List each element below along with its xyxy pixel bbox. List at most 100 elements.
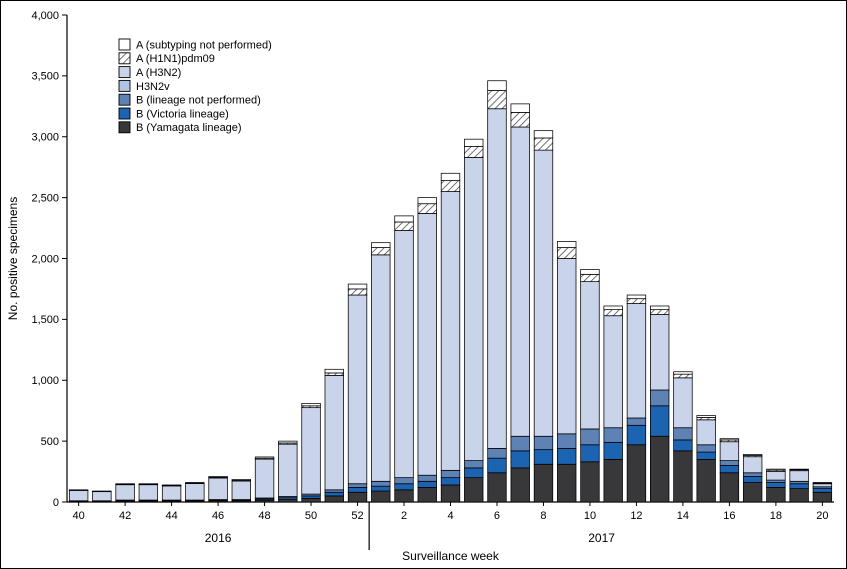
legend-swatch — [118, 121, 131, 134]
x-tick-label: 4 — [447, 510, 453, 522]
legend-item: B (Victoria lineage) — [118, 107, 229, 120]
bar-segment — [603, 315, 623, 429]
legend-label: B (lineage not performed) — [136, 95, 261, 107]
bar-segment — [812, 482, 833, 484]
bar-segment — [557, 241, 577, 248]
bar-segment — [417, 480, 437, 488]
legend-swatch — [118, 93, 131, 106]
bar-segment — [650, 389, 670, 407]
bar-segment — [626, 444, 647, 503]
y-tick-label: 1,000 — [31, 375, 59, 387]
bar-segment — [371, 254, 391, 482]
bar-segment — [603, 427, 623, 443]
bar-segment — [510, 103, 530, 113]
bar-segment — [185, 483, 205, 501]
bar-segment — [673, 439, 693, 452]
bar-segment — [557, 258, 577, 435]
bar-segment — [185, 482, 205, 484]
bar-segment — [440, 172, 461, 181]
x-axis-title: Surveillance week — [402, 549, 500, 563]
bar-segment — [464, 146, 484, 158]
bar-segment — [510, 112, 530, 128]
bar-segment — [394, 483, 414, 491]
x-tick-label: 42 — [119, 510, 131, 522]
bar-segment — [208, 476, 228, 478]
bar-segment — [347, 491, 368, 503]
bar-segment — [673, 373, 693, 379]
y-tick-label: 2,000 — [31, 253, 59, 265]
bar-segment — [301, 497, 321, 503]
bar-segment — [301, 403, 321, 407]
bar-segment — [812, 491, 833, 503]
bar-segment — [580, 281, 600, 430]
legend-swatch — [118, 52, 131, 65]
bar-segment — [673, 377, 693, 429]
bar-segment — [673, 427, 693, 441]
bar-segment — [115, 484, 135, 501]
bar-segment — [301, 407, 321, 495]
bar-segment — [464, 157, 484, 461]
bar-segment — [487, 457, 507, 474]
bar-segment — [487, 90, 507, 110]
bar-segment — [812, 488, 833, 493]
bar-segment — [324, 491, 344, 497]
x-tick-label: 2 — [401, 510, 407, 522]
bar-segment — [324, 368, 344, 374]
bar-segment — [417, 487, 437, 503]
bar-segment — [719, 441, 740, 461]
y-axis-title: No. positive specimens — [6, 197, 20, 320]
bar-segment — [650, 314, 670, 391]
bar-segment — [626, 303, 647, 419]
x-tick-label: 14 — [677, 510, 689, 522]
x-tick-label: 16 — [723, 510, 735, 522]
bar-segment — [626, 298, 647, 304]
x-tick-label: 20 — [816, 510, 828, 522]
bar-segment — [533, 137, 554, 151]
bar-segment — [533, 130, 554, 139]
bar-segment — [696, 419, 716, 446]
bar-segment — [254, 458, 275, 499]
bar-segment — [464, 467, 484, 479]
y-tick-label: 3,500 — [31, 71, 59, 83]
bar-segment — [510, 126, 530, 437]
bar-segment — [440, 484, 461, 503]
bar-segment — [603, 309, 623, 317]
bar-segment — [719, 460, 740, 466]
y-tick-label: 500 — [41, 436, 59, 448]
bar-segment — [92, 491, 112, 502]
bar-segment — [278, 440, 298, 444]
bar-segment — [394, 221, 414, 231]
bar-segment — [766, 468, 786, 471]
bar-segment — [440, 180, 461, 192]
bar-segment — [533, 463, 554, 503]
legend-label: B (Victoria lineage) — [136, 108, 229, 120]
legend-label: A (H1N1)pdm09 — [136, 53, 215, 65]
bar-segment — [324, 375, 344, 491]
bar-segment — [742, 454, 763, 456]
bar-segment — [347, 294, 368, 485]
legend-item: A (H1N1)pdm09 — [118, 52, 215, 65]
bar-segment — [394, 215, 414, 223]
bar-segment — [417, 213, 437, 476]
bar-segment — [789, 488, 809, 503]
bar-segment — [115, 483, 135, 485]
y-tick-label: 1,500 — [31, 314, 59, 326]
bar-segment — [580, 428, 600, 446]
bar-segment — [394, 230, 414, 479]
y-tick-label: 4,000 — [31, 10, 59, 22]
x-tick-label: 46 — [212, 510, 224, 522]
bar-segment — [347, 483, 368, 488]
bar-segment — [417, 203, 437, 214]
bar-segment — [719, 472, 740, 503]
bar-segment — [324, 495, 344, 503]
legend-item: A (H3N2) — [118, 66, 181, 79]
bar-segment — [278, 443, 298, 497]
bar-segment — [510, 467, 530, 503]
bar-segment — [603, 459, 623, 503]
bar-segment — [766, 470, 786, 481]
bar-segment — [464, 477, 484, 503]
year-label: 2016 — [205, 531, 232, 545]
bar-segment — [650, 435, 670, 503]
bar-segment — [626, 294, 647, 300]
